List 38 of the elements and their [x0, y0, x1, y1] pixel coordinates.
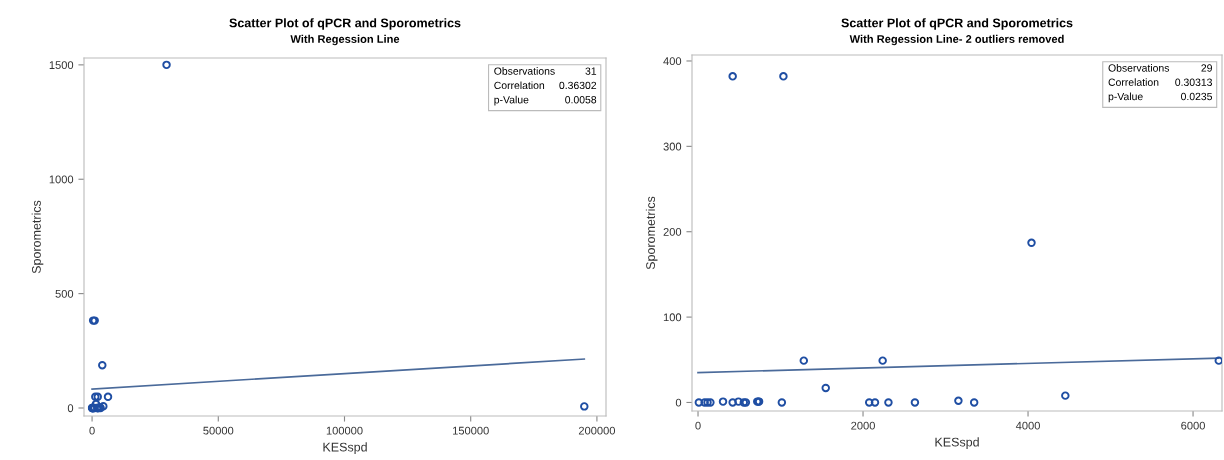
- chart-title: Scatter Plot of qPCR and Sporometrics: [229, 18, 461, 30]
- y-tick-label: 500: [55, 289, 74, 298]
- y-tick-label: 100: [663, 313, 682, 322]
- x-tick-label: 4000: [1015, 421, 1040, 430]
- x-tick-label: 6000: [1181, 421, 1205, 430]
- annotation: 31: [585, 67, 597, 75]
- annotation: Correlation: [494, 81, 545, 90]
- x-tick-label: 0: [695, 421, 701, 430]
- annotation: 29: [1201, 64, 1212, 72]
- x-tick-label: 2000: [851, 421, 875, 430]
- x-tick-label: 200000: [578, 426, 616, 435]
- chart-subtitle: With Regession Line- 2 outliers removed: [849, 34, 1064, 46]
- annotation: 0.0058: [565, 96, 597, 104]
- y-tick-label: 1500: [49, 61, 74, 69]
- y-axis-title: Sporometrics: [31, 200, 44, 274]
- annotation: p-Value: [494, 95, 529, 106]
- y-tick-label: 1000: [49, 175, 74, 184]
- x-axis-title: KESspd: [323, 442, 367, 454]
- annotation: 0.30313: [1175, 78, 1213, 86]
- y-tick-label: 200: [663, 227, 682, 236]
- y-tick-label: 0: [67, 404, 74, 413]
- chart-title: Scatter Plot of qPCR and Sporometrics: [841, 18, 1073, 30]
- x-tick-label: 150000: [453, 426, 489, 435]
- y-tick-label: 400: [663, 57, 682, 66]
- y-tick-label: 0: [675, 398, 682, 407]
- annotation: p-Value: [1108, 92, 1143, 103]
- annotation: Correlation: [1108, 78, 1159, 86]
- y-tick-label: 300: [663, 142, 682, 151]
- annotation: Observations: [494, 67, 555, 75]
- x-tick-label: 0: [89, 426, 95, 435]
- chart-subtitle: With Regession Line: [290, 34, 400, 46]
- annotation: 0.0235: [1181, 92, 1213, 101]
- x-tick-label: 50000: [203, 426, 234, 435]
- annotation: 0.36302: [559, 81, 597, 90]
- x-axis-title: KESspd: [935, 437, 979, 449]
- y-axis-title: Sporometrics: [645, 196, 658, 270]
- x-tick-label: 100000: [326, 426, 363, 435]
- annotation: Observations: [1108, 64, 1170, 72]
